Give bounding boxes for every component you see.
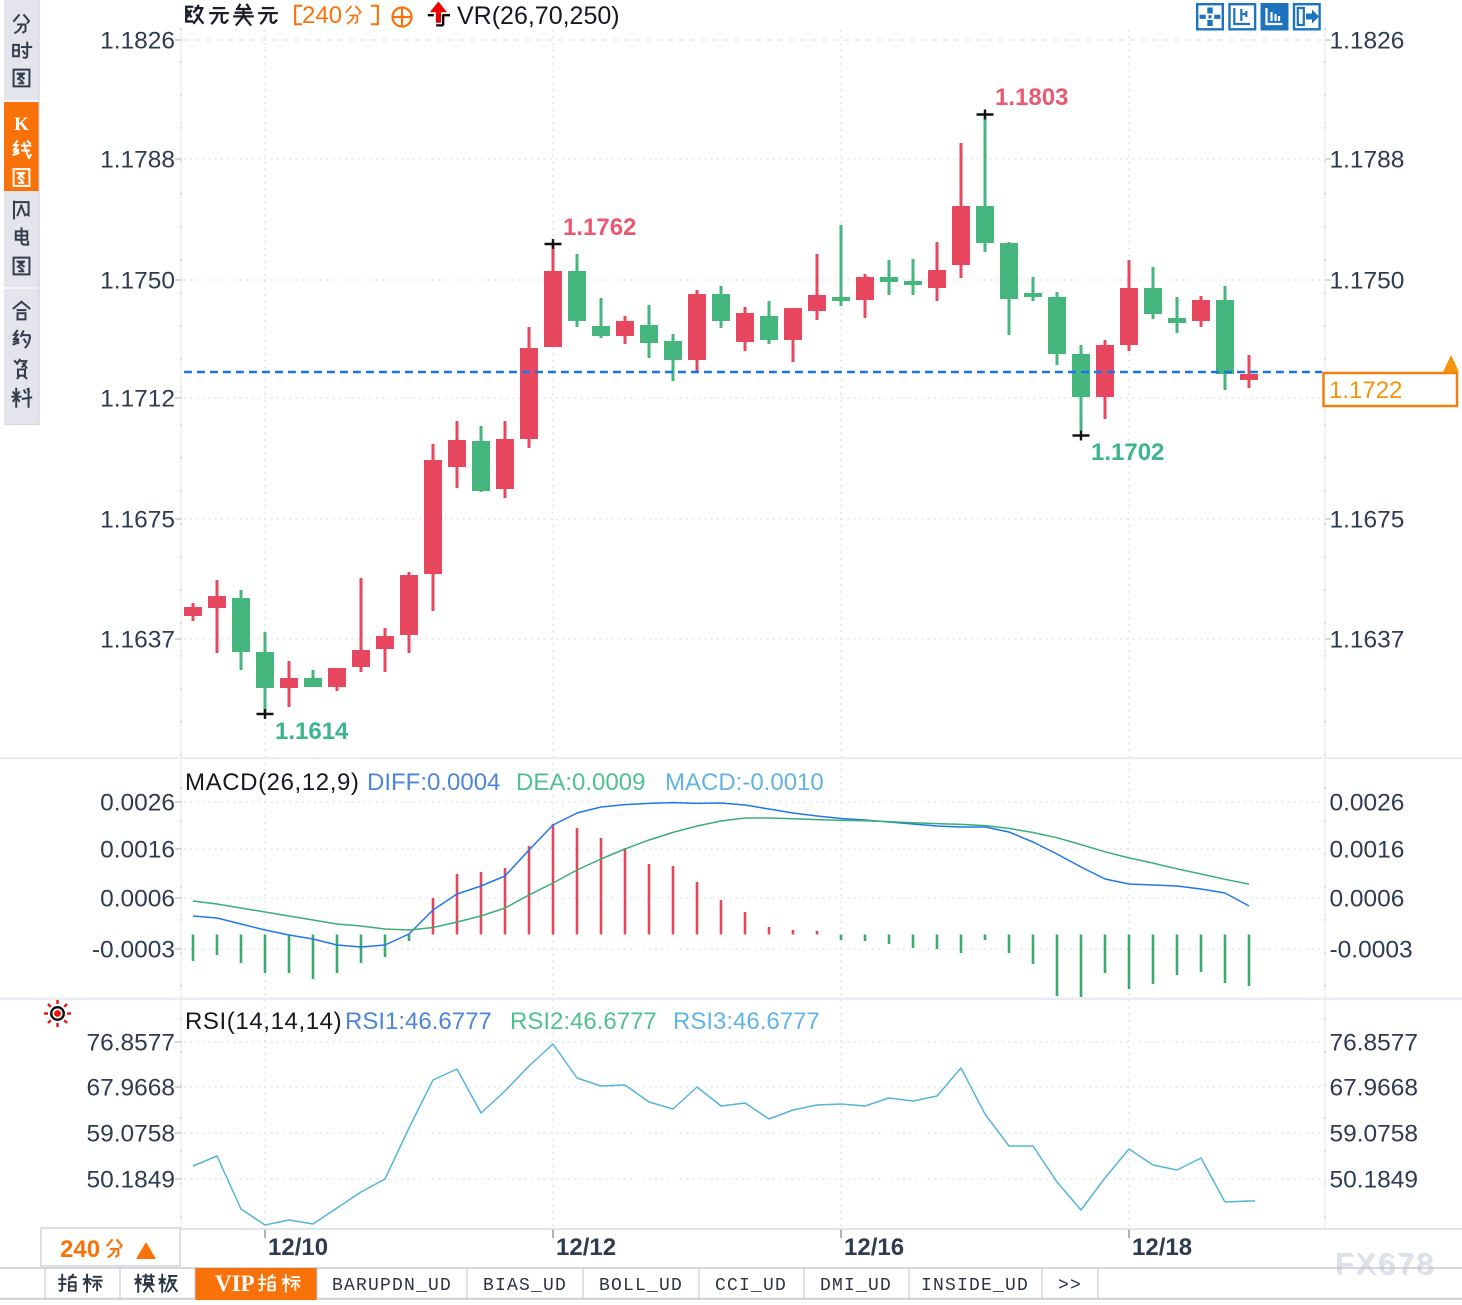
svg-text:RSI1:46.6777: RSI1:46.6777 xyxy=(345,1008,492,1035)
svg-text:50.1849: 50.1849 xyxy=(86,1167,175,1194)
svg-text:1.1614: 1.1614 xyxy=(275,718,349,745)
svg-text:59.0758: 59.0758 xyxy=(86,1121,175,1148)
svg-text:1.1712: 1.1712 xyxy=(100,386,175,413)
svg-text:RSI2:46.6777: RSI2:46.6777 xyxy=(510,1008,657,1035)
svg-text:12/18: 12/18 xyxy=(1132,1234,1192,1261)
svg-text:BOLL_UD: BOLL_UD xyxy=(599,1276,683,1296)
svg-text:0.0026: 0.0026 xyxy=(1330,790,1405,817)
svg-text:1.1762: 1.1762 xyxy=(563,214,636,241)
svg-text:INSIDE_UD: INSIDE_UD xyxy=(921,1276,1029,1296)
svg-text:FX678: FX678 xyxy=(1337,1249,1437,1282)
svg-text:1.1702: 1.1702 xyxy=(1091,439,1164,466)
svg-text:DMI_UD: DMI_UD xyxy=(820,1276,892,1296)
svg-text:0.0006: 0.0006 xyxy=(100,886,175,913)
svg-text:1.1750: 1.1750 xyxy=(100,268,175,295)
svg-text:1.1675: 1.1675 xyxy=(100,507,175,534)
svg-text:12/12: 12/12 xyxy=(556,1234,616,1261)
svg-text:1.1826: 1.1826 xyxy=(1330,28,1405,55)
svg-text:67.9668: 67.9668 xyxy=(86,1075,175,1102)
svg-text:>>: >> xyxy=(1058,1276,1082,1296)
svg-text:76.8577: 76.8577 xyxy=(86,1030,175,1057)
svg-text:1.1788: 1.1788 xyxy=(1330,147,1405,174)
svg-text:CCI_UD: CCI_UD xyxy=(715,1276,787,1296)
svg-text:0.0026: 0.0026 xyxy=(100,790,175,817)
svg-text:1.1637: 1.1637 xyxy=(100,627,175,654)
svg-text:K: K xyxy=(14,114,29,135)
svg-text:12/10: 12/10 xyxy=(268,1234,328,1261)
svg-text:FX678: FX678 xyxy=(1335,1248,1435,1281)
svg-text:VIP: VIP xyxy=(215,1271,255,1296)
svg-text:1.1826: 1.1826 xyxy=(100,28,175,55)
svg-text:1.1722: 1.1722 xyxy=(1329,377,1402,404)
svg-text:1.1675: 1.1675 xyxy=(1330,507,1405,534)
svg-text:-0.0003: -0.0003 xyxy=(92,937,175,964)
svg-text:240: 240 xyxy=(60,1236,100,1263)
svg-text:12/16: 12/16 xyxy=(844,1234,904,1261)
svg-text:76.8577: 76.8577 xyxy=(1330,1030,1419,1057)
svg-text:1.1803: 1.1803 xyxy=(995,84,1068,111)
svg-text:1.1637: 1.1637 xyxy=(1330,627,1405,654)
svg-text:59.0758: 59.0758 xyxy=(1330,1121,1419,1148)
svg-text:BARUPDN_UD: BARUPDN_UD xyxy=(332,1276,452,1296)
svg-text:DEA:0.0009: DEA:0.0009 xyxy=(516,769,645,796)
svg-text:0.0016: 0.0016 xyxy=(1330,837,1405,864)
svg-text:1.1788: 1.1788 xyxy=(100,147,175,174)
svg-text:67.9668: 67.9668 xyxy=(1330,1075,1419,1102)
svg-text:BIAS_UD: BIAS_UD xyxy=(483,1276,567,1296)
svg-text:VR(26,70,250): VR(26,70,250) xyxy=(457,2,620,30)
svg-text:50.1849: 50.1849 xyxy=(1330,1167,1419,1194)
svg-text:DIFF:0.0004: DIFF:0.0004 xyxy=(367,769,500,796)
svg-text:240: 240 xyxy=(302,2,342,29)
svg-text:MACD:-0.0010: MACD:-0.0010 xyxy=(665,769,824,796)
svg-text:RSI3:46.6777: RSI3:46.6777 xyxy=(673,1008,820,1035)
svg-text:-0.0003: -0.0003 xyxy=(1330,937,1413,964)
svg-text:0.0016: 0.0016 xyxy=(100,837,175,864)
svg-text:MACD(26,12,9): MACD(26,12,9) xyxy=(185,769,360,796)
svg-text:1.1750: 1.1750 xyxy=(1330,268,1405,295)
svg-text:0.0006: 0.0006 xyxy=(1330,886,1405,913)
svg-text:RSI(14,14,14): RSI(14,14,14) xyxy=(185,1008,342,1035)
